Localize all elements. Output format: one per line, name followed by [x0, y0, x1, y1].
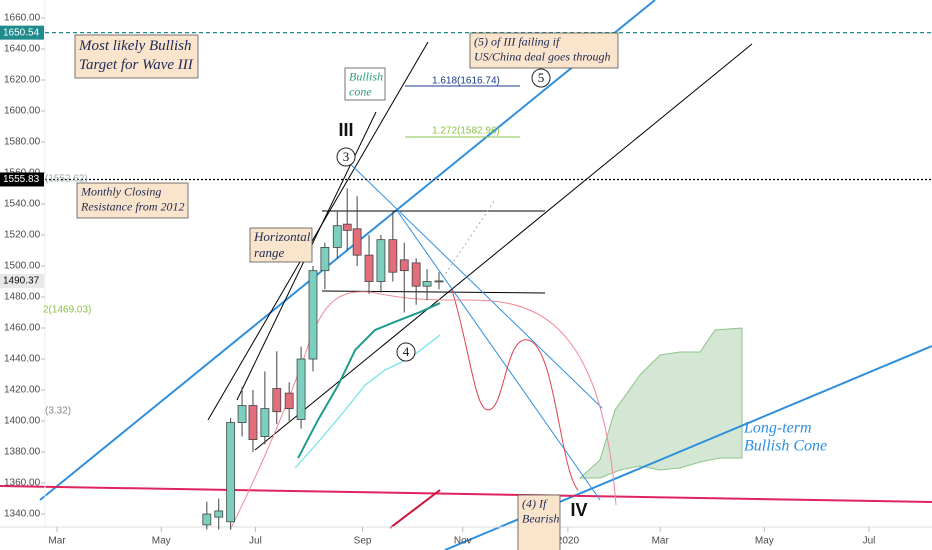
- candle-body: [364, 254, 374, 282]
- x-tick-label: Sep: [354, 536, 372, 547]
- annotation-text: Bullish Cone: [744, 438, 827, 455]
- y-tick-label: 1520.00: [4, 230, 41, 241]
- candle-body: [352, 228, 362, 256]
- wave-circle: [531, 68, 551, 88]
- candle-body: [332, 225, 342, 248]
- annotation-text: Most likely Bullish: [78, 38, 191, 54]
- y-tick-label: 1660.00: [4, 13, 41, 24]
- annotation-text: Bearish: [522, 511, 559, 525]
- x-tick-label: Mar: [48, 536, 66, 547]
- x-tick-label: Mar: [652, 536, 670, 547]
- annotation-text: (5) of III failing if: [474, 34, 561, 48]
- trendline: [0, 485, 932, 503]
- candle-body: [320, 247, 330, 272]
- candle-body: [284, 392, 294, 410]
- candle-body: [388, 239, 398, 273]
- annotation-text: Monthly Closing: [80, 184, 161, 198]
- price-label: 1490.37: [3, 276, 40, 287]
- annotation-box: [469, 32, 619, 69]
- trendline: [254, 43, 753, 451]
- trendline: [397, 211, 601, 501]
- wave-label: III: [338, 120, 353, 140]
- annotation-text: Resistance from 2012: [80, 199, 185, 213]
- fib-label: 1.272(1582.96): [432, 126, 500, 137]
- wave-label: 5: [538, 70, 545, 85]
- candle-body: [376, 239, 386, 282]
- y-tick-label: 1440.00: [4, 354, 41, 365]
- x-tick-label: 2020: [557, 536, 580, 547]
- trendline: [439, 199, 496, 283]
- candle-body: [308, 270, 318, 360]
- y-tick-label: 1500.00: [4, 261, 41, 272]
- price-label-box: [0, 25, 44, 40]
- trendline: [389, 489, 441, 529]
- candle-body: [226, 422, 236, 523]
- price-label-box: [0, 273, 44, 288]
- candle-body: [214, 510, 224, 518]
- candle-body: [296, 358, 306, 420]
- candle-body: [248, 405, 258, 441]
- x-tick-label: Jul: [249, 536, 262, 547]
- annotation-box: [74, 34, 199, 79]
- candle-body: [399, 259, 409, 272]
- y-tick-label: 1460.00: [4, 323, 41, 334]
- y-tick-label: 1540.00: [4, 199, 41, 210]
- moving-average: [297, 302, 441, 459]
- wave-label: 3: [343, 149, 350, 164]
- price-label: 1650.54: [3, 27, 40, 38]
- y-tick-label: 1340.00: [4, 509, 41, 520]
- candle-body: [422, 281, 432, 287]
- annotation-text: Horizontal: [253, 229, 311, 244]
- y-tick-label: 1420.00: [4, 385, 41, 396]
- wave-circle: [336, 147, 356, 167]
- y-tick-label: 1360.00: [4, 478, 41, 489]
- annotation-text: Long-term: [743, 420, 812, 437]
- annotation-text: Bullish: [349, 69, 383, 83]
- wave-label: IV: [570, 500, 587, 520]
- y-tick-label: 1480.00: [4, 292, 41, 303]
- candle-body: [342, 223, 352, 231]
- candle-body: [237, 405, 247, 423]
- wave-label: 4: [403, 344, 410, 359]
- fib-label: (3.32): [45, 406, 71, 417]
- trendline: [207, 41, 429, 421]
- y-tick-label: 1400.00: [4, 416, 41, 427]
- annotation-box: [249, 227, 313, 263]
- fib-label: (1552.62): [45, 174, 88, 185]
- annotation-box: [344, 67, 386, 101]
- y-tick-label: 1580.00: [4, 137, 41, 148]
- fib-label: 1.618(1616.74): [432, 76, 500, 87]
- x-tick-label: May: [755, 536, 774, 547]
- price-label: 1555.83: [3, 174, 40, 185]
- candle-body: [272, 388, 282, 413]
- candle-body: [434, 280, 444, 283]
- annotation-text: US/China deal goes through: [474, 49, 611, 63]
- forecast: [451, 289, 579, 491]
- moving-average: [229, 291, 617, 531]
- y-tick-label: 1640.00: [4, 44, 41, 55]
- trendline: [337, 151, 603, 409]
- y-tick-label: 1600.00: [4, 106, 41, 117]
- fib-label: 2(1469.03): [43, 305, 91, 316]
- candle-body: [260, 408, 270, 437]
- x-tick-label: Jul: [863, 536, 876, 547]
- trendline: [321, 290, 546, 294]
- annotation-box: [76, 182, 189, 219]
- annotation-text: cone: [349, 84, 372, 98]
- y-tick-label: 1620.00: [4, 75, 41, 86]
- candle-body: [411, 262, 421, 287]
- annotation-box: [517, 494, 561, 550]
- wave-circle: [396, 342, 416, 362]
- x-tick-label: Nov: [454, 536, 472, 547]
- x-tick-label: May: [152, 536, 171, 547]
- annotation-text: Target for Wave III: [79, 57, 194, 73]
- annotation-text: range: [254, 245, 285, 260]
- candle-body: [202, 513, 212, 526]
- annotation-text: (4) If: [522, 496, 548, 510]
- cloud: [578, 327, 743, 479]
- price-label-box: [0, 172, 44, 187]
- y-tick-label: 1380.00: [4, 447, 41, 458]
